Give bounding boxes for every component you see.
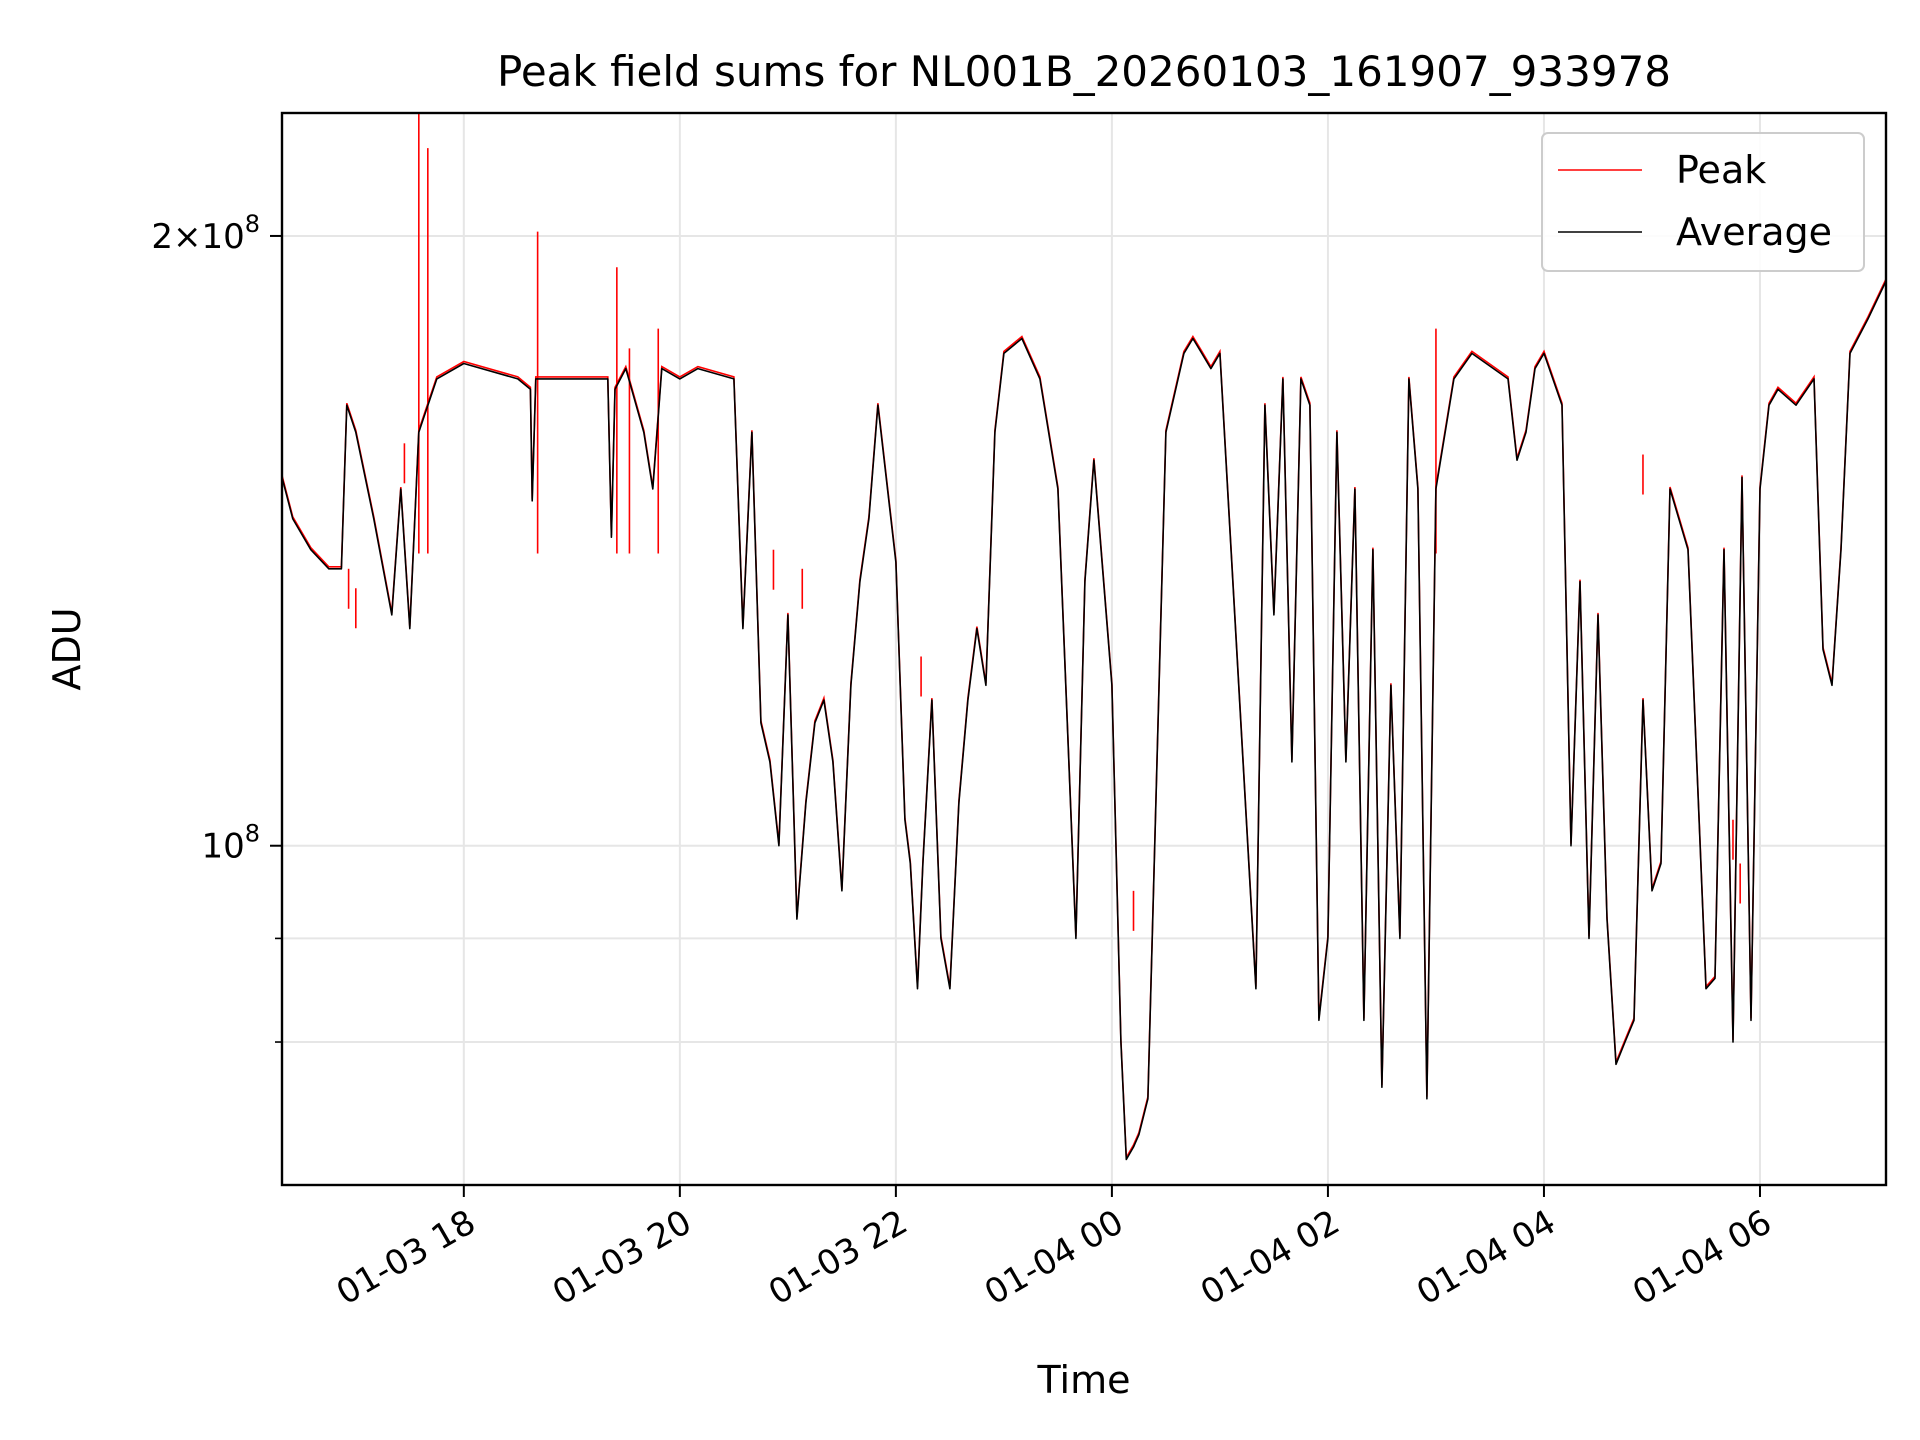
series-average-line bbox=[282, 280, 1886, 1161]
legend-peak-label: Peak bbox=[1676, 148, 1766, 192]
y-axis-label: ADU bbox=[45, 607, 89, 690]
plot-frame bbox=[280, 111, 1888, 1187]
grid-layer bbox=[282, 113, 1886, 1185]
x-axis-label: Time bbox=[1037, 1358, 1131, 1402]
legend-box bbox=[1541, 132, 1865, 272]
series-layer bbox=[282, 113, 1886, 1161]
plot-area bbox=[282, 113, 1886, 1161]
chart-title: Peak field sums for NL001B_20260103_1619… bbox=[497, 47, 1671, 96]
y-tick-label: 108 bbox=[201, 820, 260, 867]
legend-average-label: Average bbox=[1676, 210, 1832, 254]
legend: Peak Average bbox=[1541, 132, 1865, 272]
y-tick-label: 2×108 bbox=[151, 210, 260, 257]
